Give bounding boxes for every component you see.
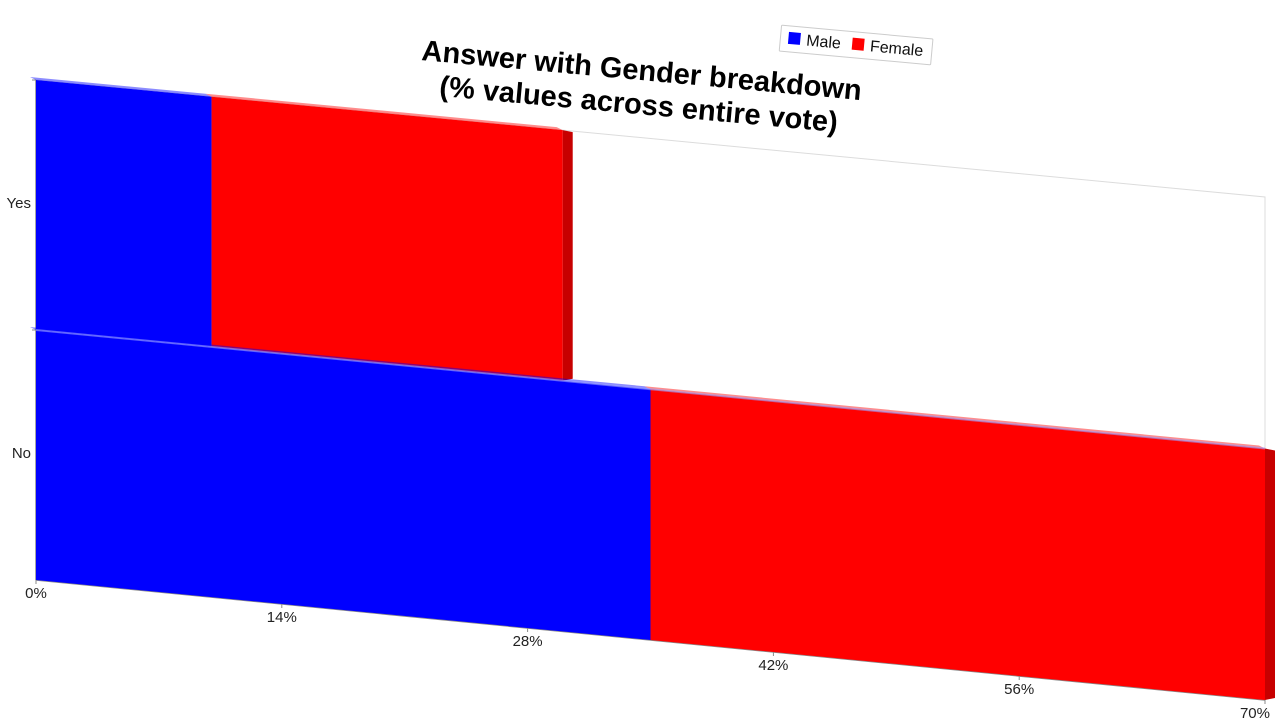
bar-yes-male	[36, 80, 212, 347]
bar-no-male	[36, 330, 651, 640]
category-label-yes: Yes	[7, 195, 31, 212]
bars-group	[30, 77, 1275, 700]
x-tick-label: 56%	[1004, 681, 1034, 698]
x-tick-label: 42%	[758, 657, 788, 674]
bar-side-no	[1265, 448, 1275, 700]
legend-label-female: Female	[869, 38, 924, 60]
legend: Male Female	[778, 24, 934, 66]
x-tick-label: 70%	[1240, 705, 1270, 720]
bar-side-yes	[562, 130, 573, 381]
legend-swatch-male	[787, 31, 801, 45]
x-tick-label: 0%	[25, 585, 47, 602]
x-tick-label: 28%	[513, 633, 543, 650]
bar-no-female	[650, 389, 1265, 700]
x-ticks-group: 0% 14% 28% 42% 56% 70%	[25, 580, 1270, 720]
bar-top-yes-female	[205, 93, 563, 131]
category-separator	[35, 329, 1266, 450]
category-label-no: No	[12, 445, 31, 462]
x-tick-label: 14%	[267, 609, 297, 626]
bar-yes-female	[211, 96, 563, 381]
legend-swatch-female	[851, 37, 865, 51]
legend-label-male: Male	[805, 33, 841, 53]
bar-top-yes-male	[30, 77, 212, 97]
